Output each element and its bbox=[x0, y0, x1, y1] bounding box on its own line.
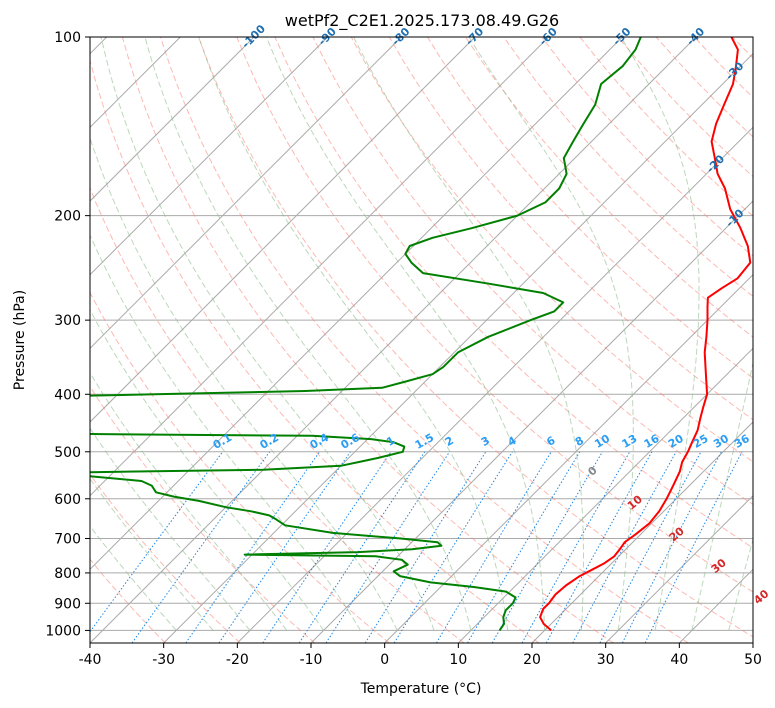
mixing-ratio-line bbox=[599, 451, 702, 643]
mixing-ratio-line bbox=[621, 451, 722, 643]
isotherm-line bbox=[90, 37, 255, 202]
isotherm-line bbox=[90, 37, 550, 497]
y-tick-label: 600 bbox=[54, 492, 81, 508]
mixing-ratio-line bbox=[298, 451, 426, 643]
mixing-ratio-line bbox=[185, 451, 321, 643]
dry-adiabat-line bbox=[274, 37, 753, 549]
y-axis-title: Pressure (hPa) bbox=[12, 290, 28, 390]
y-tick-label: 100 bbox=[54, 30, 81, 46]
isotherm-line bbox=[90, 37, 476, 423]
isotherm-line bbox=[605, 494, 753, 643]
dry-adiabat-line bbox=[90, 186, 465, 643]
x-tick-label: 0 bbox=[380, 652, 389, 668]
dry-adiabat-line bbox=[312, 37, 753, 506]
dry-adiabat-line bbox=[350, 37, 753, 463]
isotherm-line bbox=[236, 126, 753, 643]
dry-adiabat-line bbox=[503, 37, 753, 297]
isotherm-line bbox=[90, 37, 329, 276]
dry-adiabat-line bbox=[90, 558, 166, 643]
x-tick-label: -30 bbox=[152, 652, 175, 668]
background-lines bbox=[90, 37, 753, 643]
isotherm-line bbox=[310, 200, 753, 643]
y-tick-label: 400 bbox=[54, 387, 81, 403]
mixing-ratio-line bbox=[521, 451, 631, 643]
mixing-ratio-line bbox=[262, 451, 392, 643]
x-tick-label: 30 bbox=[597, 652, 615, 668]
moist-adiabat-line bbox=[90, 136, 398, 631]
dry-adiabat-line bbox=[90, 473, 241, 643]
moist-adiabat-line bbox=[620, 37, 700, 631]
y-tick-label: 300 bbox=[54, 313, 81, 329]
dry-adiabat-line bbox=[90, 58, 540, 643]
plot-frame bbox=[89, 36, 754, 644]
dewpoint-profile-line bbox=[90, 37, 642, 631]
moist-adiabat-line bbox=[90, 371, 288, 631]
dry-adiabat-line bbox=[160, 37, 689, 643]
mixing-ratio-line bbox=[131, 451, 271, 643]
profile-lines bbox=[90, 37, 752, 632]
x-axis-title: Temperature (°C) bbox=[360, 681, 482, 697]
mixing-ratio-line bbox=[393, 451, 513, 643]
temperature-profile-line bbox=[539, 37, 752, 632]
isotherm-line bbox=[90, 37, 402, 350]
moist-adiabat-line bbox=[90, 477, 214, 631]
mixing-ratio-line bbox=[90, 451, 224, 633]
mixing-ratio-line bbox=[572, 451, 677, 643]
dry-adiabat-line bbox=[90, 385, 316, 643]
dry-adiabat-line bbox=[121, 37, 614, 643]
isotherm-line bbox=[531, 421, 753, 643]
moist-adiabat-line bbox=[691, 360, 753, 631]
moist-adiabat-line bbox=[265, 37, 546, 631]
x-tick-label: 50 bbox=[744, 652, 762, 668]
mixing-ratio-line bbox=[545, 451, 653, 643]
x-tick-label: 20 bbox=[523, 652, 541, 668]
y-tick-label: 800 bbox=[54, 566, 81, 582]
dry-adiabat-line bbox=[236, 37, 753, 593]
x-tick-label: 10 bbox=[449, 652, 467, 668]
dry-adiabat-line bbox=[388, 37, 753, 421]
moist-adiabat-line bbox=[100, 37, 435, 631]
moist-adiabat-line bbox=[198, 37, 509, 631]
y-tick-label: 700 bbox=[54, 532, 81, 548]
dry-adiabat-line bbox=[90, 291, 390, 643]
x-tick-label: -40 bbox=[79, 652, 102, 668]
mixing-ratio-line bbox=[435, 451, 552, 643]
moist-adiabat-line bbox=[90, 427, 251, 631]
isotherm-line bbox=[457, 347, 753, 643]
y-tick-label: 200 bbox=[54, 209, 81, 225]
mixing-ratio-line bbox=[364, 451, 487, 643]
moist-adiabat-line bbox=[90, 525, 177, 631]
mixing-ratio-line bbox=[325, 451, 451, 643]
y-tick-label: 900 bbox=[54, 596, 81, 612]
moist-adiabat-line bbox=[90, 233, 361, 631]
axes: -40 -30 -20 -10 0 10 20 30 40 50 100 200 300 400 500 60… bbox=[45, 30, 762, 668]
moist-adiabat-line bbox=[468, 37, 634, 631]
mixing-ratio-line bbox=[218, 451, 351, 643]
moist-adiabat-line bbox=[353, 37, 584, 631]
dry-adiabat-line bbox=[198, 37, 753, 638]
isotherm-line bbox=[90, 37, 697, 643]
x-tick-label: -10 bbox=[300, 652, 323, 668]
isotherm-line bbox=[90, 37, 623, 571]
chart-title: wetPf2_C2E1.2025.173.08.49.G26 bbox=[285, 11, 559, 31]
dry-adiabat-line bbox=[465, 37, 753, 338]
isotherm-line bbox=[163, 52, 753, 643]
y-tick-label: 500 bbox=[54, 445, 81, 461]
x-tick-label: -20 bbox=[226, 652, 249, 668]
x-tick-label: 40 bbox=[670, 652, 688, 668]
mixing-ratio-line bbox=[644, 451, 743, 643]
y-tick-label: 1000 bbox=[45, 623, 81, 639]
isotherm-line bbox=[384, 273, 753, 643]
